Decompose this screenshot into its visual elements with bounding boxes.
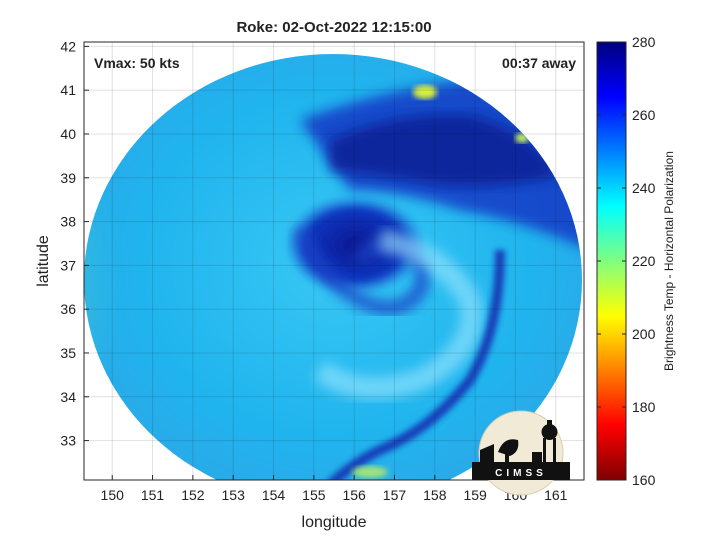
x-tick-label: 159 — [463, 487, 487, 503]
cimss-logo: CIMSS — [472, 410, 570, 496]
x-axis-ticks: 150151152153154155156157158159160161 — [101, 475, 568, 503]
axes-frame — [83, 41, 585, 481]
colorbar-tick-label: 240 — [632, 180, 656, 196]
y-tick-label: 37 — [60, 257, 76, 273]
x-tick-label: 152 — [181, 487, 205, 503]
y-tick-label: 35 — [60, 345, 76, 361]
x-tick-label: 161 — [544, 487, 568, 503]
y-tick-label: 38 — [60, 214, 76, 230]
x-tick-label: 155 — [302, 487, 326, 503]
y-tick-label: 34 — [60, 389, 76, 405]
colorbar-tick-label: 200 — [632, 326, 656, 342]
x-tick-label: 154 — [262, 487, 286, 503]
colorbar-tick-label: 280 — [632, 34, 656, 50]
vmax-annotation: Vmax: 50 kts — [94, 55, 180, 71]
cimss-logo-text: CIMSS — [495, 468, 547, 479]
y-tick-label: 36 — [60, 301, 76, 317]
colorbar-tick-label: 220 — [632, 253, 656, 269]
grid-lines — [84, 42, 584, 480]
time-away-annotation: 00:37 away — [502, 55, 576, 71]
x-tick-label: 156 — [342, 487, 366, 503]
colorbar-tick-label: 260 — [632, 107, 656, 123]
colorbar-label: Brightness Temp - Horizontal Polarizatio… — [662, 151, 676, 371]
y-tick-label: 42 — [60, 38, 76, 54]
x-tick-label: 150 — [101, 487, 125, 503]
x-tick-label: 157 — [383, 487, 407, 503]
y-tick-label: 33 — [60, 433, 76, 449]
y-tick-label: 40 — [60, 126, 76, 142]
colorbar-tick-label: 160 — [632, 472, 656, 488]
y-tick-label: 41 — [60, 82, 76, 98]
x-tick-label: 153 — [222, 487, 246, 503]
colorbar-ticks: 160 180 200 220 240 260 280 — [597, 34, 656, 488]
chart-title: Roke: 02-Oct-2022 12:15:00 — [236, 19, 431, 36]
brightness-temp-swath — [84, 54, 582, 480]
x-tick-label: 158 — [423, 487, 447, 503]
y-axis-ticks: 33 34 35 36 37 38 39 40 41 42 — [60, 38, 89, 449]
x-axis-label: longitude — [302, 514, 367, 531]
y-axis-label: latitude — [35, 235, 52, 287]
y-tick-label: 39 — [60, 170, 76, 186]
x-tick-label: 151 — [141, 487, 165, 503]
colorbar-tick-label: 180 — [632, 399, 656, 415]
colorbar — [596, 41, 627, 481]
